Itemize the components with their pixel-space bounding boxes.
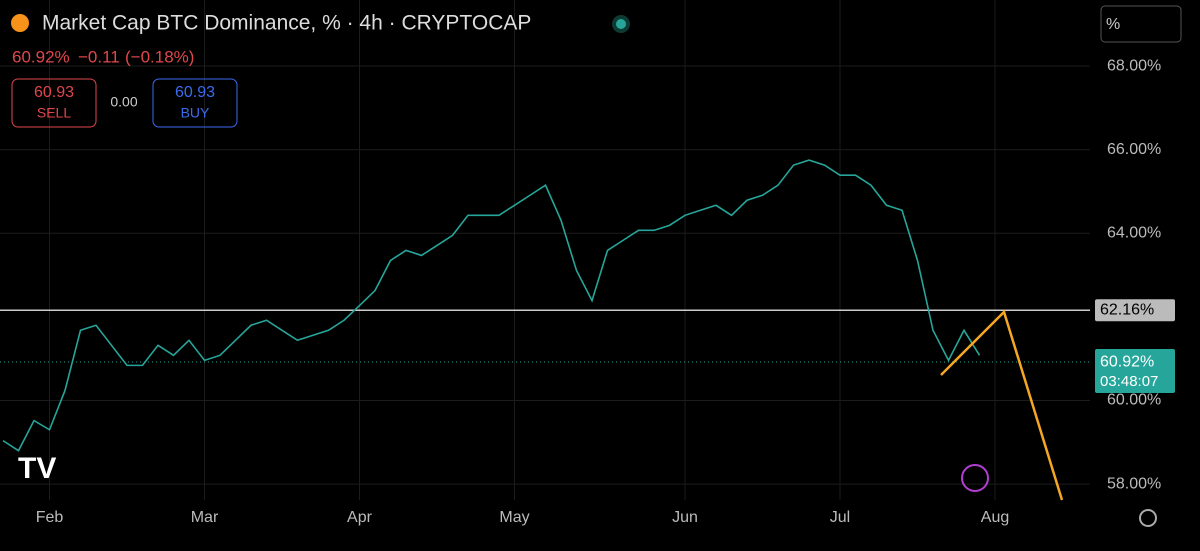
countdown: 03:48:07 [1100, 373, 1158, 390]
x-tick-label: Mar [191, 509, 219, 526]
y-tick-label: 64.00% [1107, 224, 1161, 241]
title: Market Cap BTC Dominance, % · 4h · CRYPT… [42, 12, 531, 35]
sell-label: SELL [37, 105, 71, 121]
settings-icon[interactable] [1139, 509, 1157, 527]
reference-tag [1095, 299, 1175, 322]
price-line [2, 159, 981, 452]
sell-price: 60.93 [34, 84, 74, 101]
scale-button[interactable] [1100, 5, 1182, 43]
x-tick-label: May [499, 509, 529, 526]
y-tick-label: 60.00% [1107, 392, 1161, 409]
x-tick-label: Jul [830, 509, 850, 526]
flash-icon[interactable] [961, 464, 989, 492]
change-pct: (−0.18%) [125, 47, 194, 66]
status-dot [616, 19, 626, 29]
logo: TV [18, 452, 56, 485]
buy-label: BUY [181, 105, 210, 121]
spread: 0.00 [110, 94, 137, 110]
last-price-tag [1095, 349, 1175, 394]
sell-button[interactable] [11, 78, 97, 128]
x-tick-label: Jun [672, 509, 698, 526]
x-tick-label: Feb [36, 509, 64, 526]
y-tick-label: 66.00% [1107, 141, 1161, 158]
scale-label: % [1106, 16, 1120, 33]
x-tick-label: Aug [981, 509, 1009, 526]
reference-label: 62.16% [1100, 301, 1154, 318]
last-price-label: 60.92% [1100, 353, 1154, 370]
btc-icon [11, 14, 29, 32]
y-tick-label: 58.00% [1107, 475, 1161, 492]
buy-price: 60.93 [175, 84, 215, 101]
drawing [940, 309, 1064, 501]
last-value: 60.92% [12, 47, 70, 66]
buy-button[interactable] [152, 78, 238, 128]
y-tick-label: 68.00% [1107, 57, 1161, 74]
x-tick-label: Apr [347, 509, 373, 526]
change: −0.11 [78, 47, 120, 66]
